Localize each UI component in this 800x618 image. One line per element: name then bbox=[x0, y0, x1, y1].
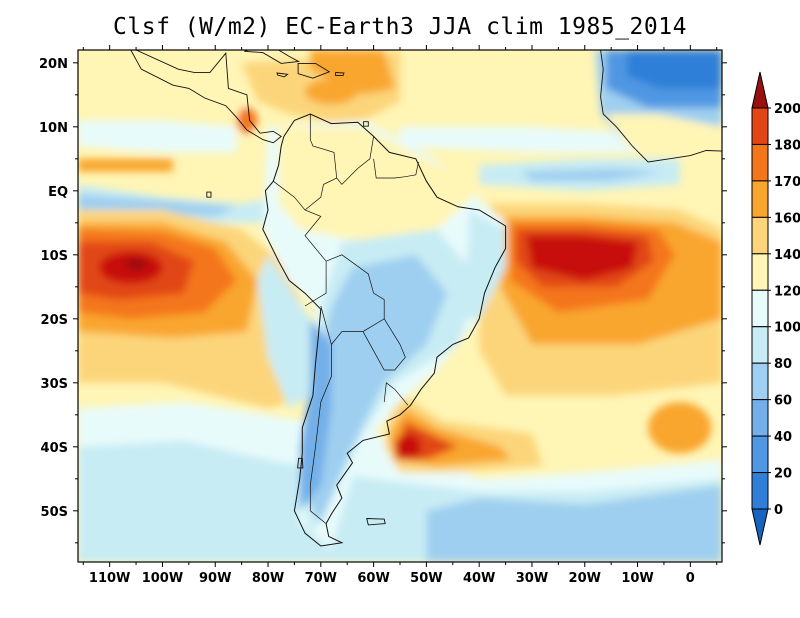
country-border bbox=[362, 318, 406, 371]
carib-warm2 bbox=[310, 50, 395, 95]
sa-land-40 bbox=[299, 254, 448, 524]
africa-0 bbox=[627, 50, 722, 89]
cuba-coastline bbox=[244, 50, 301, 64]
lon-tick-label: 10W bbox=[621, 571, 653, 586]
colorbar: 0 20 40 60 80 100 120 140 160 170 180 200 bbox=[751, 71, 800, 546]
colorbar-box bbox=[751, 180, 769, 218]
southern-band-40 bbox=[426, 485, 722, 562]
colorbar-box bbox=[751, 143, 769, 182]
falklands-coastline bbox=[366, 518, 386, 526]
lon-tick-label: 50W bbox=[410, 571, 442, 586]
sea-190 bbox=[526, 235, 638, 281]
lat-tick-label: 20N bbox=[39, 57, 68, 72]
lat-tick-label: 20S bbox=[41, 313, 68, 328]
colorbar-label: 180 bbox=[774, 138, 800, 153]
lat-tick-label: 10N bbox=[39, 121, 68, 136]
lat-tick-label: 40S bbox=[41, 441, 68, 456]
central-america-coastline bbox=[78, 50, 282, 144]
longitude-axis: 110W 100W 90W 80W 70W 60W 50W 40W 30W 20W 10W 0 bbox=[82, 45, 718, 586]
africa-coastline bbox=[600, 50, 722, 163]
puerto-rico-coastline bbox=[335, 71, 345, 77]
lon-tick-label: 70W bbox=[305, 571, 337, 586]
colorbar-box bbox=[751, 107, 769, 145]
colorbar-label: 60 bbox=[774, 394, 792, 409]
country-border bbox=[273, 180, 327, 307]
swa-195 bbox=[394, 434, 422, 460]
sep-200 bbox=[125, 258, 147, 271]
plot-title: Clsf (W/m2) EC-Earth3 JJA clim 1985_2014 bbox=[113, 14, 687, 40]
east-atlantic-warm bbox=[648, 402, 712, 454]
colorbar-box bbox=[751, 216, 769, 255]
lon-tick-label: 110W bbox=[89, 571, 130, 586]
country-border bbox=[309, 305, 332, 524]
lon-tick-label: 0 bbox=[686, 571, 695, 586]
lat-tick-label: 50S bbox=[41, 505, 68, 520]
sa-land-20 bbox=[299, 318, 332, 511]
lon-tick-label: 20W bbox=[569, 571, 601, 586]
colorbar-box bbox=[751, 472, 769, 510]
colorbar-label: 160 bbox=[774, 211, 800, 226]
map-field bbox=[78, 50, 722, 562]
colorbar-box bbox=[751, 435, 769, 474]
lon-tick-label: 40W bbox=[463, 571, 495, 586]
colorbar-label: 0 bbox=[774, 503, 783, 518]
country-border bbox=[373, 158, 419, 179]
colorbar-label: 120 bbox=[774, 284, 800, 299]
lat-tick-label: EQ bbox=[48, 185, 68, 200]
africa-coast bbox=[605, 114, 722, 159]
colorbar-min-triangle bbox=[751, 508, 769, 546]
coast-chile-cool bbox=[257, 254, 311, 409]
latitude-axis: 20N 10N EQ 10S 20S 30S 40S 50S bbox=[39, 57, 727, 544]
lat-tick-label: 30S bbox=[41, 377, 68, 392]
colorbar-label: 100 bbox=[774, 321, 800, 336]
colorbar-box bbox=[751, 362, 769, 401]
colorbar-box bbox=[751, 326, 769, 364]
carib-core bbox=[304, 78, 358, 105]
colorbar-box bbox=[751, 289, 769, 328]
colorbar-label: 170 bbox=[774, 175, 800, 190]
coast-brazil-cool bbox=[458, 210, 506, 319]
cam-warm bbox=[236, 107, 258, 134]
itcz-atl-cool bbox=[400, 126, 638, 153]
colorbar-box bbox=[751, 253, 769, 291]
lat-tick-label: 10S bbox=[41, 249, 68, 264]
eq-pacific-warm bbox=[78, 158, 173, 172]
lon-tick-label: 90W bbox=[199, 571, 231, 586]
hispaniola-coastline bbox=[297, 62, 331, 79]
country-border bbox=[325, 254, 385, 345]
eq-atlantic-cool2 bbox=[521, 168, 664, 182]
lon-tick-label: 100W bbox=[142, 571, 183, 586]
itcz-cool bbox=[78, 120, 237, 153]
jamaica-coastline bbox=[276, 72, 289, 78]
south-america-coastline bbox=[262, 113, 507, 547]
central-am bbox=[136, 50, 268, 140]
lon-tick-label: 80W bbox=[252, 571, 284, 586]
chiloe-coastline bbox=[297, 457, 304, 469]
colorbar-label: 140 bbox=[774, 248, 800, 263]
lon-tick-label: 60W bbox=[357, 571, 389, 586]
galapagos-coastline bbox=[206, 191, 212, 198]
colorbar-max-triangle bbox=[751, 71, 769, 109]
trinidad-coastline bbox=[363, 121, 369, 127]
lon-tick-label: 30W bbox=[516, 571, 548, 586]
colorbar-label: 40 bbox=[774, 430, 792, 445]
colorbar-label: 20 bbox=[774, 467, 792, 482]
colorbar-label: 80 bbox=[774, 357, 792, 372]
colorbar-label: 200 bbox=[774, 102, 800, 117]
sa-land-north bbox=[278, 126, 480, 242]
country-border bbox=[309, 114, 338, 179]
colorbar-box bbox=[751, 399, 769, 437]
country-border bbox=[383, 382, 409, 406]
country-border bbox=[304, 136, 374, 211]
